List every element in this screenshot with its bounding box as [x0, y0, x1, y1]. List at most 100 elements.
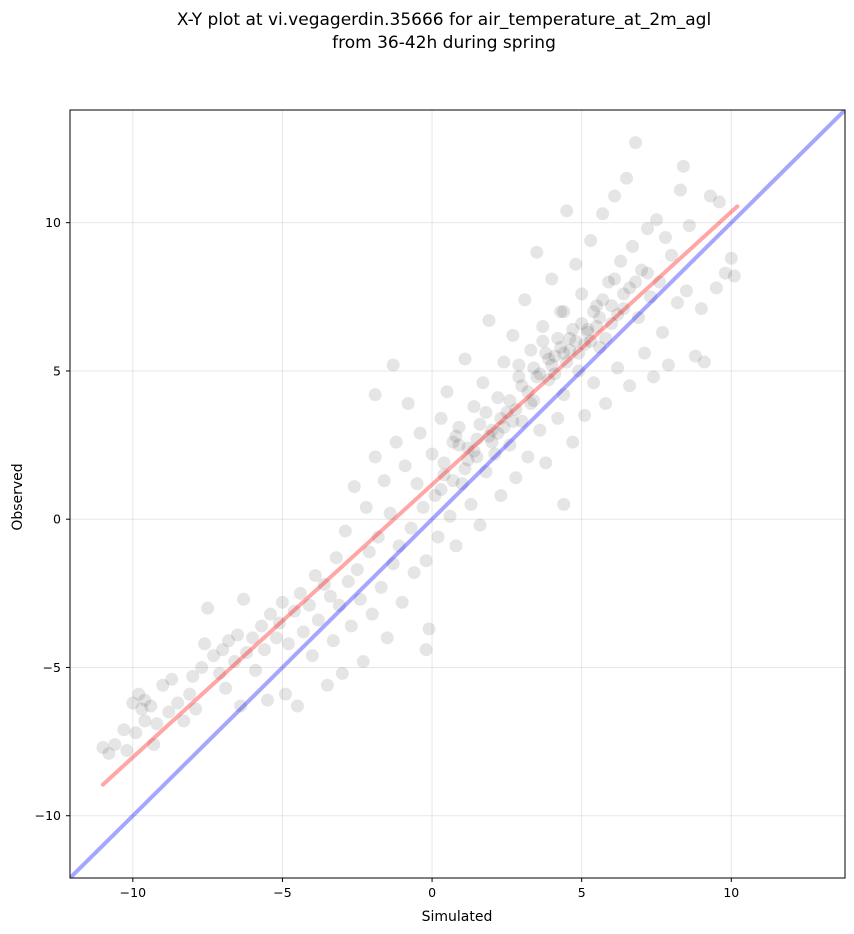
data-point	[476, 376, 490, 390]
data-point	[599, 397, 613, 411]
data-point	[467, 400, 481, 414]
data-point	[506, 328, 520, 342]
data-point	[186, 669, 200, 683]
data-point	[183, 687, 197, 701]
data-point	[533, 367, 547, 381]
data-point	[596, 293, 610, 307]
data-point	[410, 477, 424, 491]
data-point	[584, 334, 598, 348]
data-point	[611, 308, 625, 322]
data-point	[635, 263, 649, 277]
data-point	[338, 524, 352, 538]
data-point	[440, 385, 454, 399]
identity-line	[70, 110, 845, 878]
data-point	[491, 426, 505, 440]
data-point	[703, 189, 717, 203]
data-point	[425, 447, 439, 461]
x-axis-ticks: −10 −5 0 5 10	[120, 878, 739, 900]
data-point	[305, 649, 319, 663]
data-point	[222, 634, 236, 648]
data-point	[679, 284, 693, 298]
y-tick-label: 0	[53, 512, 61, 527]
data-point	[458, 352, 472, 366]
reference-lines	[70, 110, 845, 878]
data-point	[569, 334, 583, 348]
data-point	[431, 530, 445, 544]
data-point	[443, 509, 457, 523]
data-point	[434, 411, 448, 425]
data-point	[641, 266, 655, 280]
data-point	[620, 171, 634, 185]
data-point	[563, 331, 577, 345]
data-point	[290, 699, 304, 713]
data-point	[479, 405, 493, 419]
data-point	[287, 604, 301, 618]
data-point	[485, 423, 499, 437]
x-tick-label: 5	[578, 885, 586, 900]
data-point	[144, 699, 158, 713]
data-point	[353, 592, 367, 606]
data-point	[575, 316, 589, 330]
data-point	[213, 666, 227, 680]
data-point	[560, 355, 574, 369]
data-point	[649, 213, 663, 227]
data-point	[641, 222, 655, 236]
data-point	[383, 506, 397, 520]
data-point	[623, 281, 637, 295]
data-point	[593, 311, 607, 325]
data-point	[646, 370, 660, 384]
data-point	[470, 432, 484, 446]
data-point	[539, 346, 553, 360]
x-tick-label: −10	[120, 885, 146, 900]
data-point	[527, 361, 541, 375]
data-point	[207, 649, 221, 663]
data-points	[96, 136, 741, 760]
data-point	[320, 678, 334, 692]
data-point	[658, 231, 672, 245]
data-point	[548, 367, 562, 381]
data-point	[368, 388, 382, 402]
data-point	[216, 643, 230, 657]
data-point	[344, 619, 358, 633]
data-point	[470, 450, 484, 464]
data-point	[548, 349, 562, 363]
data-point	[661, 358, 675, 372]
data-point	[485, 435, 499, 449]
data-point	[171, 696, 185, 710]
data-point	[626, 239, 640, 253]
data-point	[524, 397, 538, 411]
data-point	[578, 408, 592, 422]
data-point	[542, 352, 556, 366]
data-point	[509, 471, 523, 485]
data-point	[96, 741, 110, 755]
data-point	[156, 678, 170, 692]
data-point	[590, 299, 604, 313]
data-point	[712, 195, 726, 209]
data-point	[437, 468, 451, 482]
plot-frame	[69, 109, 846, 879]
data-point	[566, 435, 580, 449]
data-point	[617, 302, 631, 316]
data-point	[404, 521, 418, 535]
data-point	[596, 207, 610, 221]
data-point	[563, 343, 577, 357]
data-point	[365, 607, 379, 621]
x-axis-label: Simulated	[422, 909, 493, 925]
y-tick-label: −10	[35, 808, 61, 823]
data-point	[718, 266, 732, 280]
data-point	[632, 311, 646, 325]
data-point	[593, 340, 607, 354]
data-point	[623, 379, 637, 393]
data-point	[527, 394, 541, 408]
data-point	[240, 646, 254, 660]
y-tick-label: −5	[43, 660, 61, 675]
data-point	[542, 373, 556, 387]
data-point	[359, 500, 373, 514]
data-point	[219, 681, 233, 695]
data-point	[581, 322, 595, 336]
data-point	[308, 569, 322, 583]
data-point	[437, 456, 451, 470]
data-point	[395, 595, 409, 609]
data-point	[575, 287, 589, 301]
data-point	[688, 349, 702, 363]
